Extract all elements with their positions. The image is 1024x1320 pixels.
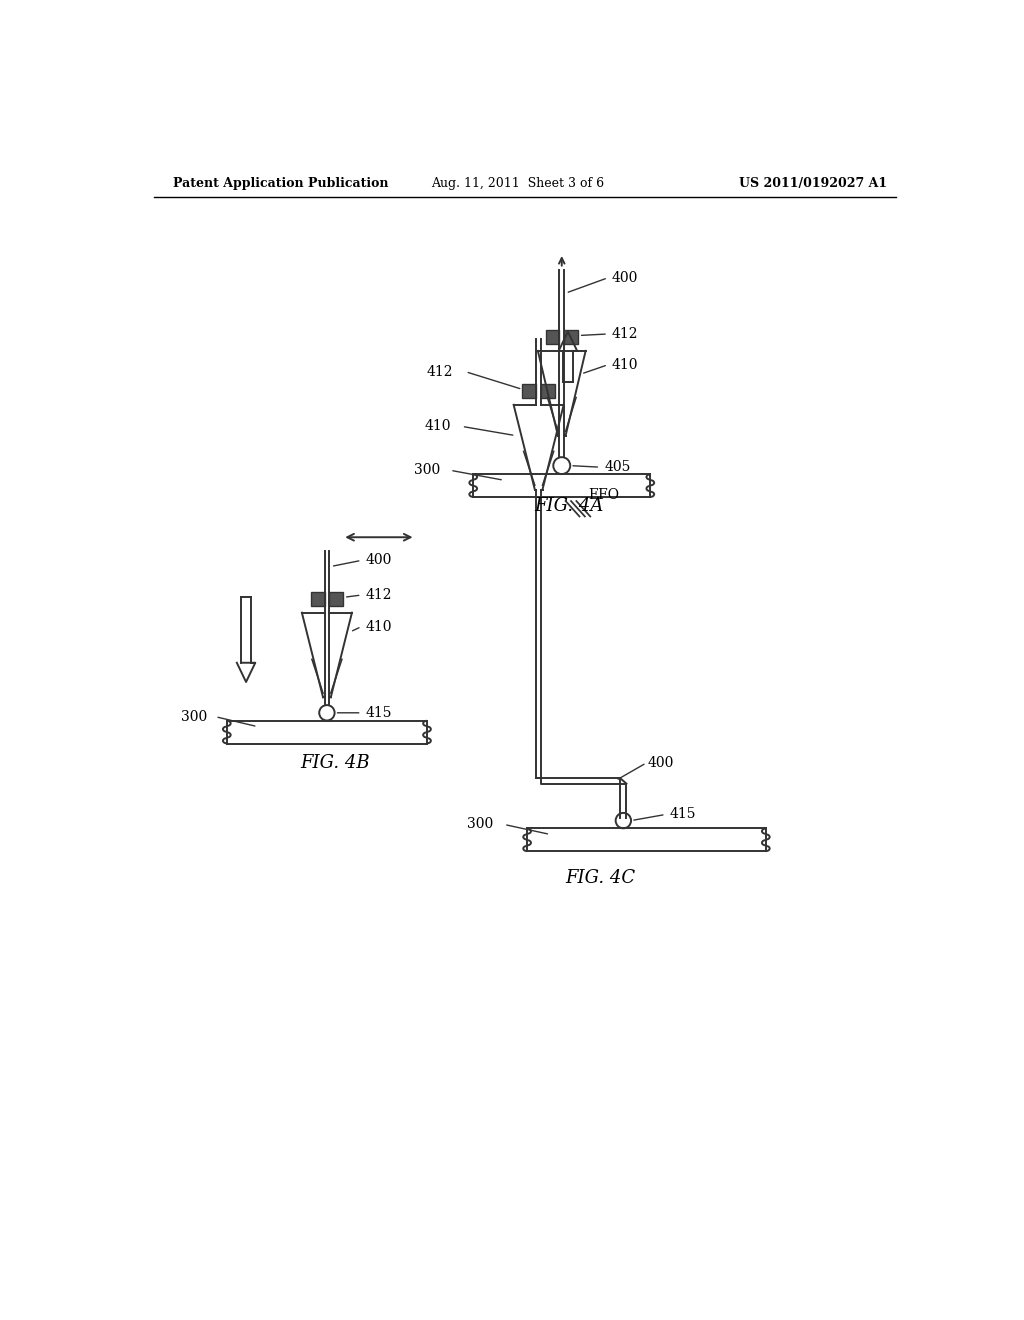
Bar (541, 384, 555, 397)
Text: FIG. 4A: FIG. 4A (535, 498, 604, 515)
Text: 300: 300 (180, 710, 207, 723)
Bar (522, 384, 537, 397)
Text: US 2011/0192027 A1: US 2011/0192027 A1 (739, 177, 887, 190)
Circle shape (319, 705, 335, 721)
Text: 410: 410 (366, 619, 392, 634)
Text: 410: 410 (425, 420, 452, 433)
Text: 415: 415 (366, 706, 392, 719)
Text: 300: 300 (414, 463, 440, 478)
Text: 412: 412 (427, 364, 454, 379)
Bar (310, 591, 325, 606)
Text: 412: 412 (366, 587, 392, 602)
Text: EFO: EFO (589, 488, 620, 502)
Text: Aug. 11, 2011  Sheet 3 of 6: Aug. 11, 2011 Sheet 3 of 6 (431, 177, 604, 190)
Text: 400: 400 (648, 756, 675, 770)
Text: 300: 300 (467, 817, 494, 832)
Text: FIG. 4B: FIG. 4B (300, 754, 370, 772)
Text: 410: 410 (611, 358, 638, 372)
Bar (564, 330, 578, 345)
Text: 400: 400 (611, 271, 638, 285)
Text: 405: 405 (604, 461, 631, 474)
Text: 415: 415 (670, 808, 696, 821)
Bar (546, 330, 559, 345)
Text: Patent Application Publication: Patent Application Publication (173, 177, 388, 190)
Bar (330, 591, 343, 606)
Text: 400: 400 (366, 553, 392, 568)
Text: 412: 412 (611, 327, 638, 341)
Circle shape (615, 813, 631, 829)
Circle shape (553, 457, 570, 474)
Text: FIG. 4C: FIG. 4C (565, 870, 635, 887)
